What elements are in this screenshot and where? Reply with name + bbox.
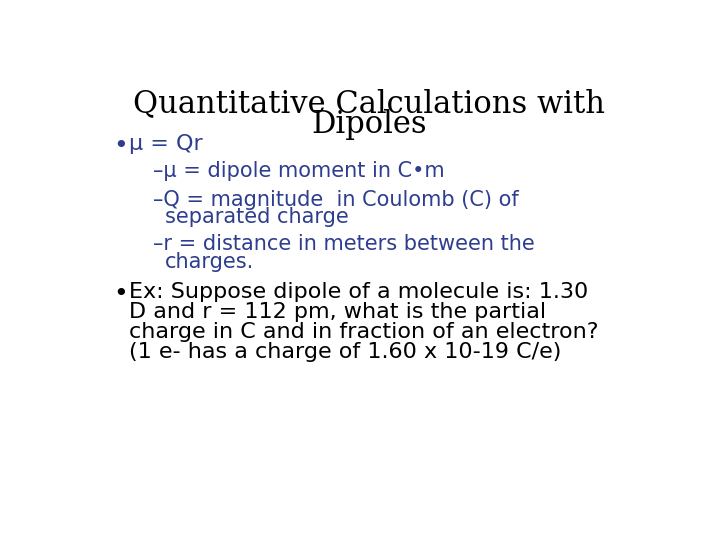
Text: •: • bbox=[113, 134, 128, 158]
Text: –r = distance in meters between the: –r = distance in meters between the bbox=[153, 234, 535, 254]
Text: –μ = dipole moment in C•m: –μ = dipole moment in C•m bbox=[153, 161, 445, 181]
Text: (1 e- has a charge of 1.60 x 10-19 C/e): (1 e- has a charge of 1.60 x 10-19 C/e) bbox=[129, 342, 561, 362]
Text: •: • bbox=[113, 282, 128, 306]
Text: Quantitative Calculations with: Quantitative Calculations with bbox=[133, 88, 605, 119]
Text: –Q = magnitude  in Coulomb (C) of: –Q = magnitude in Coulomb (C) of bbox=[153, 190, 519, 210]
Text: charge in C and in fraction of an electron?: charge in C and in fraction of an electr… bbox=[129, 322, 598, 342]
Text: charges.: charges. bbox=[165, 252, 254, 272]
Text: μ = Qr: μ = Qr bbox=[129, 134, 202, 154]
Text: separated charge: separated charge bbox=[165, 207, 348, 227]
Text: D and r = 112 pm, what is the partial: D and r = 112 pm, what is the partial bbox=[129, 302, 546, 322]
Text: Ex: Suppose dipole of a molecule is: 1.30: Ex: Suppose dipole of a molecule is: 1.3… bbox=[129, 282, 588, 302]
Text: Dipoles: Dipoles bbox=[311, 110, 427, 140]
